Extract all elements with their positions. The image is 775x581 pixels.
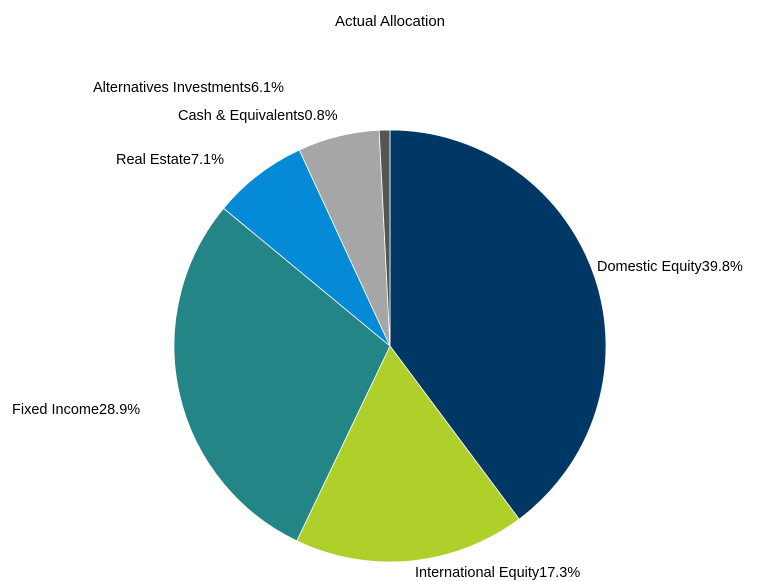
- slice-label-alternatives-investments: Alternatives Investments6.1%: [93, 80, 284, 96]
- pie-slice-international-equity: [296, 345, 520, 563]
- slice-label-cash-equivalents: Cash & Equivalents0.8%: [178, 108, 338, 124]
- slice-label-real-estate: Real Estate7.1%: [116, 152, 224, 168]
- pie-slices: [173, 129, 607, 563]
- pie-slice-domestic-equity: [389, 129, 607, 520]
- pie-slice-fixed-income: [173, 207, 391, 542]
- chart-title: Actual Allocation: [335, 13, 445, 30]
- pie-slice-cash-equivalents: [378, 129, 391, 347]
- slice-label-domestic-equity: Domestic Equity39.8%: [597, 259, 743, 275]
- slice-label-fixed-income: Fixed Income28.9%: [12, 402, 140, 418]
- slice-label-international-equity: International Equity17.3%: [415, 565, 580, 581]
- pie-labels: Domestic Equity39.8% International Equity…: [12, 80, 743, 581]
